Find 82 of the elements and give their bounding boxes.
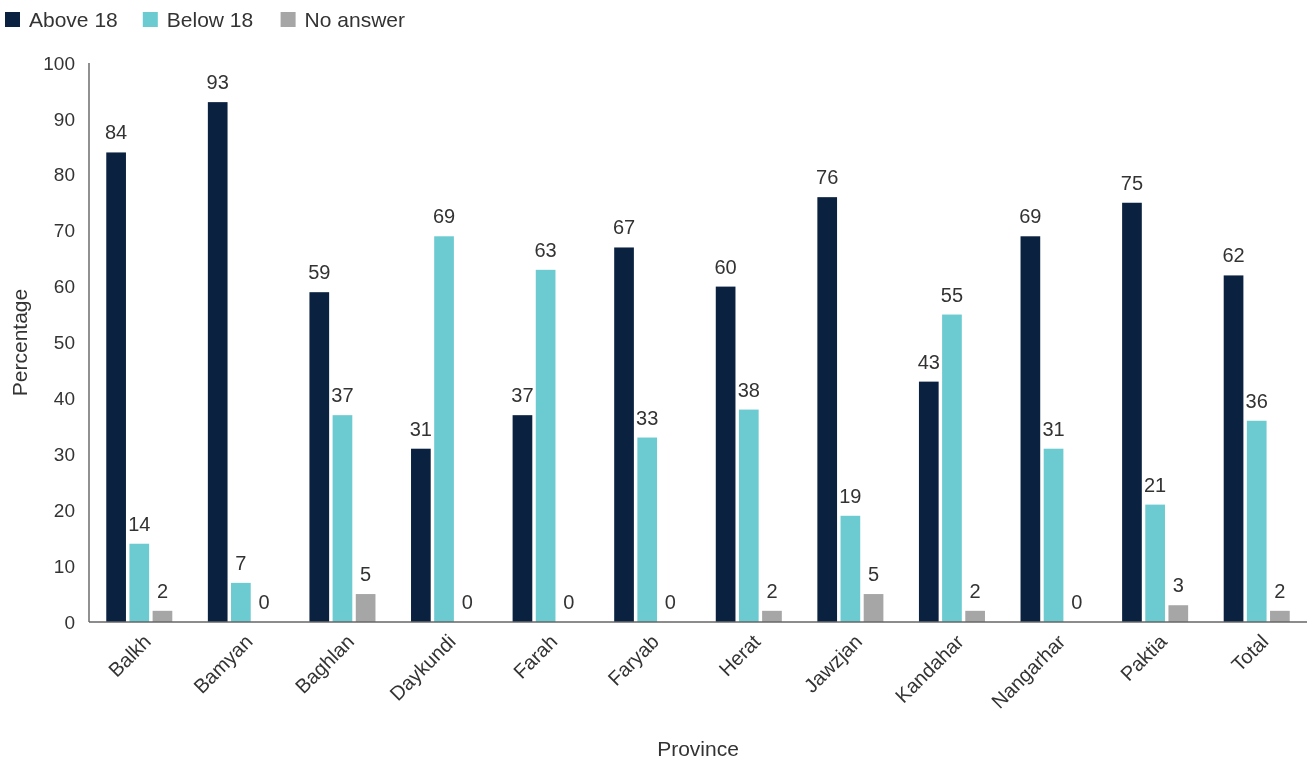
y-tick-label: 80 [53, 164, 75, 186]
bar [1145, 504, 1165, 622]
y-tick-label: 30 [53, 443, 75, 465]
data-label: 60 [714, 255, 737, 278]
bar [411, 448, 431, 622]
data-label: 0 [461, 591, 473, 613]
bar [207, 102, 228, 622]
y-tick-label: 0 [64, 611, 75, 633]
bar [106, 152, 126, 622]
data-label: 69 [432, 205, 456, 228]
data-label: 31 [409, 417, 432, 440]
bar [1020, 236, 1041, 622]
data-label: 3 [1172, 574, 1184, 597]
data-label: 5 [360, 563, 372, 586]
data-label: 43 [917, 350, 940, 373]
data-label: 69 [1019, 205, 1042, 228]
data-label: 75 [1120, 171, 1144, 194]
bar [762, 610, 782, 622]
bar [715, 286, 736, 622]
data-label: 59 [308, 261, 331, 284]
data-label: 37 [331, 384, 354, 407]
bar [965, 610, 985, 622]
data-label: 2 [766, 579, 778, 602]
bar [863, 594, 884, 622]
data-label: 84 [104, 121, 128, 144]
bar [434, 236, 454, 622]
legend-label: Above 18 [29, 8, 118, 31]
data-label: 67 [612, 216, 636, 239]
bar [355, 594, 376, 622]
data-label: 33 [636, 406, 659, 429]
bar [840, 515, 861, 622]
bar [129, 543, 150, 622]
bar [738, 409, 759, 622]
data-label: 76 [816, 166, 839, 189]
data-label: 19 [839, 484, 862, 507]
bar [1270, 610, 1290, 622]
y-tick-label: 60 [53, 276, 75, 298]
legend-label: Below 18 [166, 8, 254, 31]
y-axis-title: Percentage [8, 288, 31, 397]
bar [512, 415, 533, 622]
data-label: 0 [1071, 591, 1083, 613]
legend-label: No answer [304, 8, 405, 31]
data-label: 7 [235, 551, 247, 574]
bar [942, 314, 962, 622]
data-label: 0 [563, 591, 575, 613]
bar [637, 437, 658, 622]
data-label: 2 [156, 579, 169, 602]
data-label: 38 [737, 378, 760, 401]
bar [614, 247, 634, 622]
y-tick-label: 100 [43, 52, 75, 74]
data-label: 37 [511, 384, 534, 407]
data-label: 93 [206, 71, 229, 94]
bar [1122, 202, 1142, 622]
data-label: 55 [940, 283, 964, 306]
bar [309, 292, 330, 622]
data-label: 21 [1144, 473, 1167, 496]
data-label: 5 [867, 563, 880, 586]
y-tick-label: 70 [53, 220, 75, 242]
y-tick-label: 90 [53, 108, 75, 130]
data-label: 62 [1222, 244, 1245, 267]
bar [231, 582, 251, 622]
bar [1246, 420, 1267, 622]
data-label: 0 [664, 591, 676, 613]
data-label: 2 [969, 579, 981, 602]
bar [1168, 605, 1189, 622]
bar [1223, 275, 1244, 622]
data-label: 36 [1245, 389, 1268, 412]
data-label: 14 [128, 512, 151, 535]
data-label: 2 [1274, 579, 1286, 602]
bar [535, 269, 556, 622]
y-tick-label: 20 [53, 499, 75, 521]
bar [817, 197, 838, 622]
data-label: 31 [1042, 417, 1065, 440]
x-axis-title: Province [657, 737, 739, 760]
bar [1043, 448, 1064, 622]
bar [332, 415, 353, 622]
y-tick-label: 50 [53, 332, 75, 354]
y-tick-label: 10 [53, 555, 75, 577]
data-label: 63 [534, 238, 557, 261]
bar [918, 381, 939, 622]
y-tick-label: 40 [53, 388, 75, 410]
data-label: 0 [258, 591, 270, 613]
